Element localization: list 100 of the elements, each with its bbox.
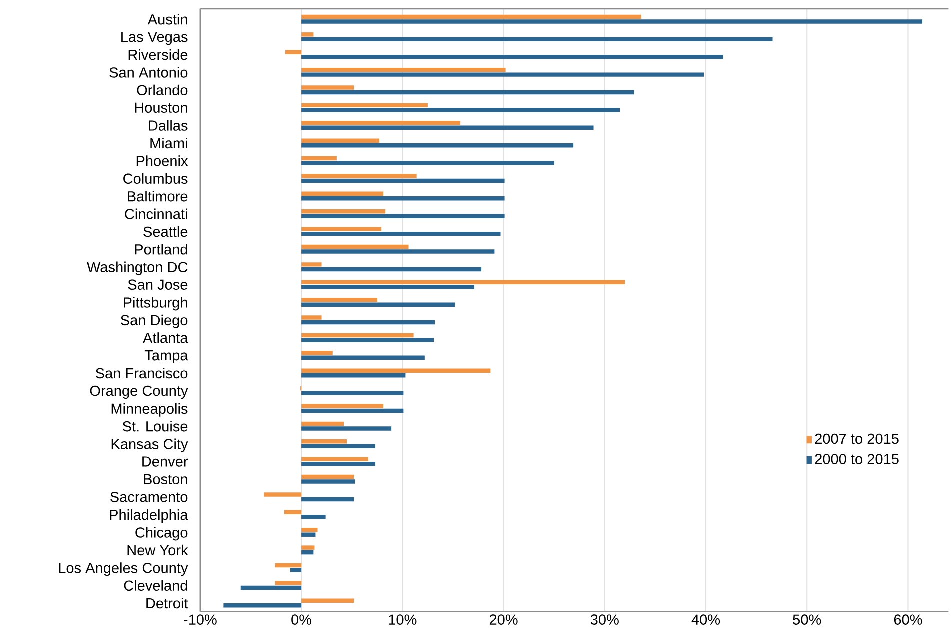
bar — [302, 226, 382, 232]
bar — [302, 390, 404, 396]
bar — [302, 244, 409, 249]
bar — [290, 568, 302, 572]
bar — [302, 232, 501, 236]
bar — [302, 426, 392, 431]
y-tick-label: Cincinnati — [125, 208, 188, 220]
bar — [302, 267, 482, 272]
bar — [302, 284, 474, 290]
bar — [302, 32, 314, 37]
bar — [302, 54, 724, 60]
bar — [302, 598, 354, 603]
y-tick-label: Minneapolis — [112, 403, 188, 417]
y-tick-label: Columbus — [124, 173, 188, 184]
bar — [302, 315, 322, 320]
bar — [302, 462, 376, 466]
y-tick-label: Dallas — [149, 120, 188, 131]
bar — [302, 474, 354, 479]
bar — [302, 532, 316, 537]
legend-label: 2000 to 2015 — [815, 454, 899, 464]
y-tick-label: Seattle — [144, 226, 188, 237]
y-tick-label: San Antonio — [110, 66, 188, 78]
bar — [285, 50, 302, 54]
bar — [302, 72, 704, 77]
bar — [302, 90, 634, 94]
bar — [302, 19, 922, 24]
bar — [302, 214, 505, 218]
bar — [302, 404, 384, 408]
bar — [284, 510, 302, 514]
y-tick-label: Pittsburgh — [124, 296, 188, 311]
y-tick-label: Washington DC — [87, 262, 188, 276]
bar — [302, 209, 386, 214]
bar — [302, 126, 594, 130]
bar — [302, 298, 378, 302]
x-tick-label: 60% — [894, 614, 922, 625]
bar — [264, 492, 302, 497]
x-tick-label: 10% — [389, 614, 417, 625]
bar — [302, 422, 344, 426]
bar — [302, 37, 773, 42]
x-tick-label: 40% — [692, 614, 720, 625]
y-tick-label: Denver — [142, 456, 188, 467]
bar — [302, 338, 434, 342]
legend-label: 2007 to 2015 — [815, 434, 899, 444]
bar — [302, 108, 620, 112]
bar — [275, 563, 302, 568]
bar — [302, 373, 406, 378]
bar — [302, 439, 348, 444]
bar — [302, 444, 376, 448]
bar — [302, 333, 414, 338]
y-tick-label: Portland — [135, 244, 188, 255]
bar — [302, 356, 425, 360]
y-tick-label: Detroit — [146, 598, 188, 608]
bar — [302, 497, 354, 502]
bar — [302, 68, 506, 72]
bar — [302, 479, 356, 484]
bar — [302, 196, 505, 201]
bar — [302, 302, 456, 307]
y-tick-label: Riverside — [128, 49, 188, 60]
bar — [302, 138, 380, 143]
bar — [302, 249, 495, 254]
bar — [224, 603, 302, 608]
y-tick-label: Orange County — [90, 386, 188, 399]
x-tick-label: 20% — [490, 614, 518, 625]
y-tick-label: San Francisco — [96, 368, 188, 378]
bar — [302, 103, 428, 108]
bar — [302, 456, 368, 462]
y-tick-label: Atlanta — [143, 332, 188, 344]
bar — [302, 14, 642, 19]
y-tick-label: Sacramento — [110, 492, 188, 502]
y-tick-label: Cleveland — [124, 580, 188, 591]
bar — [302, 160, 554, 166]
bar — [302, 174, 417, 178]
y-tick-label: Tampa — [144, 350, 188, 364]
bar — [302, 408, 404, 413]
y-tick-label: Houston — [135, 102, 188, 113]
bar — [302, 178, 505, 183]
bar — [302, 320, 436, 324]
bar — [302, 550, 314, 554]
bar — [302, 156, 337, 160]
y-tick-label: New York — [128, 544, 188, 556]
y-tick-label: Philadelphia — [110, 509, 188, 523]
y-tick-label: Kansas City — [112, 438, 188, 452]
y-tick-label: Phoenix — [136, 155, 188, 166]
bar — [302, 192, 384, 196]
bar — [302, 262, 322, 267]
bar — [302, 368, 491, 373]
y-tick-label: Orlando — [137, 84, 188, 96]
bar — [302, 528, 318, 532]
bar — [302, 143, 574, 148]
bar — [302, 514, 326, 520]
x-tick-label: 0% — [292, 614, 312, 625]
y-tick-label: Los Angeles County — [59, 562, 188, 576]
bar — [302, 280, 626, 284]
bar — [302, 120, 460, 126]
x-tick-label: -10% — [184, 614, 217, 625]
bar — [240, 586, 302, 590]
bar — [302, 350, 333, 356]
y-tick-label: San Jose — [128, 279, 188, 290]
bar — [302, 545, 315, 550]
y-tick-label: Las Vegas — [122, 32, 188, 45]
